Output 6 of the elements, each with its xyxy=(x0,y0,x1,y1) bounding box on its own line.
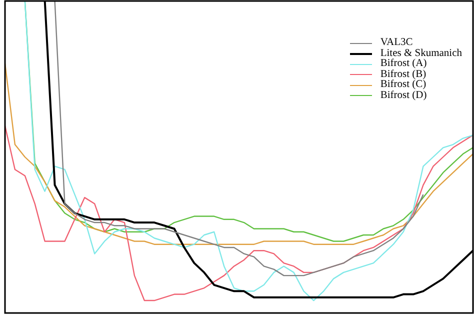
legend-label: VAL3C xyxy=(380,37,413,48)
legend-label: Lites & Skumanich xyxy=(380,48,462,58)
legend-label: Bifrost (B) xyxy=(380,68,426,80)
legend-label: Bifrost (D) xyxy=(380,90,427,101)
legend-label: Bifrost (C) xyxy=(380,79,426,90)
legend-label: Bifrost (A) xyxy=(380,58,427,70)
